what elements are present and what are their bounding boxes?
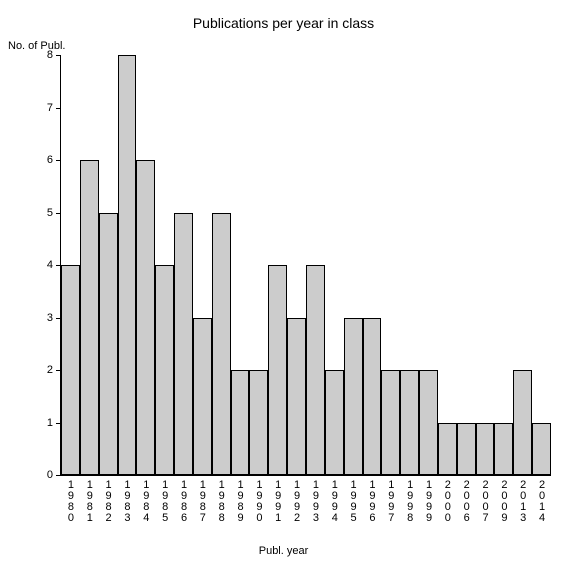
bar [99,213,118,476]
x-axis-label: Publ. year [0,545,567,557]
bar [457,423,476,476]
x-tick-label: 2000 [442,479,453,523]
x-tick-label: 1993 [310,479,321,523]
y-tick-label: 7 [47,102,53,114]
y-tick-label: 1 [47,417,53,429]
bar [381,370,400,475]
x-tick-label: 1988 [216,479,227,523]
y-tick-label: 6 [47,154,53,166]
x-tick-label: 1987 [197,479,208,523]
chart-container: Publications per year in class No. of Pu… [0,0,567,567]
bar [155,265,174,475]
y-tick-label: 4 [47,259,53,271]
y-tick [56,160,61,161]
x-tick-label: 1980 [65,479,76,523]
chart-title: Publications per year in class [0,15,567,31]
bar [174,213,193,476]
x-tick-label: 1985 [159,479,170,523]
x-tick-label: 1984 [140,479,151,523]
y-tick-label: 0 [47,469,53,481]
bar [400,370,419,475]
bar [193,318,212,476]
x-tick-label: 1992 [291,479,302,523]
bar [231,370,250,475]
bar [325,370,344,475]
y-tick [56,55,61,56]
x-tick-label: 1983 [121,479,132,523]
bar [118,55,137,475]
y-tick [56,108,61,109]
x-tick-label: 1995 [348,479,359,523]
bar [80,160,99,475]
x-tick-label: 1982 [103,479,114,523]
x-tick-label: 1991 [272,479,283,523]
x-tick-label: 2009 [498,479,509,523]
bar [136,160,155,475]
x-tick-label: 2006 [461,479,472,523]
x-tick-label: 1999 [423,479,434,523]
bar [476,423,495,476]
x-tick-label: 1996 [366,479,377,523]
y-tick [56,213,61,214]
bar [344,318,363,476]
x-tick-label: 2013 [517,479,528,523]
x-tick-label: 1986 [178,479,189,523]
y-tick-label: 8 [47,49,53,61]
y-tick-label: 3 [47,312,53,324]
y-tick [56,475,61,476]
bar [438,423,457,476]
bar [513,370,532,475]
bar [306,265,325,475]
bar [268,265,287,475]
y-tick-label: 2 [47,364,53,376]
bar [249,370,268,475]
x-tick-label: 1997 [385,479,396,523]
bar [287,318,306,476]
bar [494,423,513,476]
bar [363,318,382,476]
x-tick-label: 2007 [480,479,491,523]
y-axis-label: No. of Publ. [8,40,65,52]
y-tick-label: 5 [47,207,53,219]
x-tick-label: 1994 [329,479,340,523]
plot-area: 0123456781980198119821983198419851986198… [60,55,551,476]
x-tick-label: 2014 [536,479,547,523]
x-tick-label: 1990 [253,479,264,523]
x-tick-label: 1989 [235,479,246,523]
x-tick-label: 1981 [84,479,95,523]
bar [61,265,80,475]
x-tick-label: 1998 [404,479,415,523]
bar [419,370,438,475]
bar [532,423,551,476]
bar [212,213,231,476]
